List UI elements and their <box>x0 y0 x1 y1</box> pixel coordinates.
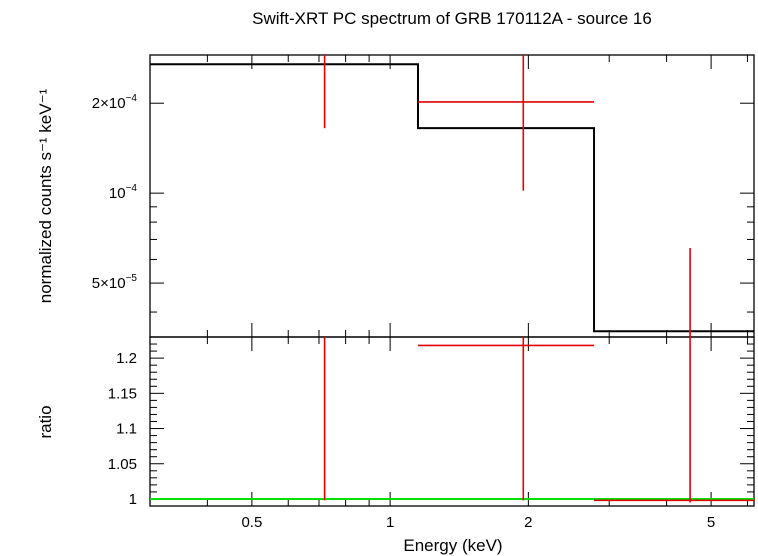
x-axis-label: Energy (keV) <box>403 536 502 555</box>
bottom-y-tick-label: 1 <box>129 491 137 508</box>
bottom-y-tick-label: 1.05 <box>108 456 137 473</box>
top-y-tick-label: 5×10−5 <box>92 273 138 292</box>
x-tick-label: 5 <box>707 514 715 531</box>
top-y-tick-label: 2×10−4 <box>92 93 138 112</box>
tick-mantissa: 5×10 <box>92 275 126 292</box>
bottom-y-tick-label: 1.1 <box>116 421 137 438</box>
bottom-panel-frame <box>149 336 755 507</box>
x-tick-label: 2 <box>524 514 532 531</box>
tick-exponent: −5 <box>126 273 138 284</box>
x-tick-label: 1 <box>386 514 394 531</box>
tick-exponent: −4 <box>126 183 138 194</box>
top-y-axis-label: normalized counts s⁻¹ keV⁻¹ <box>36 88 55 303</box>
model-step-line <box>150 63 754 333</box>
bottom-y-tick-label: 1.2 <box>116 350 137 367</box>
tick-mantissa: 2×10 <box>92 95 126 112</box>
top-panel-frame <box>149 54 755 338</box>
bottom-y-tick-label: 1.15 <box>108 385 137 402</box>
chart-title: Swift-XRT PC spectrum of GRB 170112A - s… <box>252 9 652 28</box>
x-tick-label: 0.5 <box>241 514 262 531</box>
bottom-y-axis-label: ratio <box>36 405 55 438</box>
top-y-tick-label: 10−4 <box>109 183 138 202</box>
tick-mantissa: 10 <box>109 185 126 202</box>
tick-exponent: −4 <box>126 93 138 104</box>
